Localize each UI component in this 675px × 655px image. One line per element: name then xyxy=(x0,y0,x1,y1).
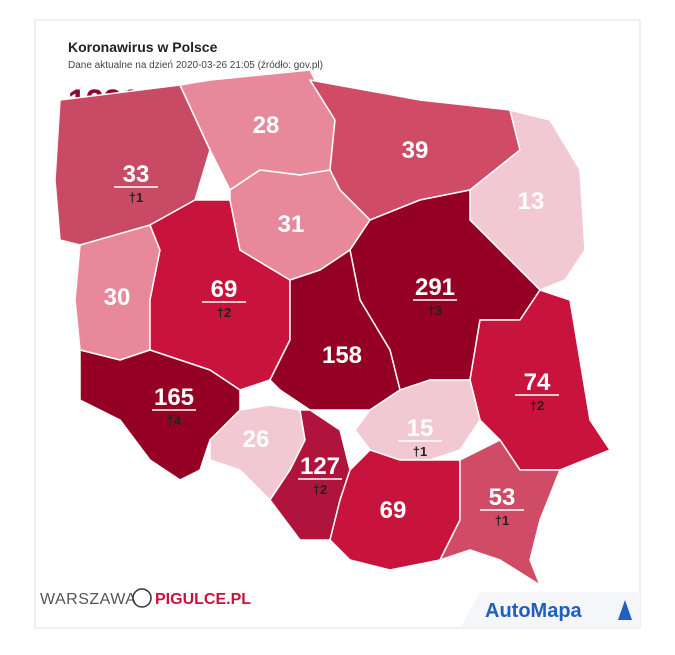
region-deaths: †2 xyxy=(530,398,544,413)
logo-icon xyxy=(132,588,152,608)
region-cases: 33 xyxy=(123,161,150,188)
region-cases: 69 xyxy=(380,497,407,524)
region-deaths: †2 xyxy=(313,482,327,497)
region-cases: 15 xyxy=(407,415,434,442)
logo-icon xyxy=(618,600,632,620)
logo-left: WARSZAWA PIGULCE.PL xyxy=(40,588,251,608)
region-cases: 165 xyxy=(154,384,194,411)
region-cases: 39 xyxy=(402,137,429,164)
region-cases: 26 xyxy=(243,426,270,453)
region-cases: 28 xyxy=(253,112,280,139)
region-deaths: †1 xyxy=(495,513,509,528)
region-cases: 74 xyxy=(524,369,551,396)
region-cases: 30 xyxy=(104,284,131,311)
region-deaths: †3 xyxy=(428,303,442,318)
logo-right: AutoMapa xyxy=(460,592,640,628)
region xyxy=(354,379,481,461)
title: Koronawirus w Polsce xyxy=(68,39,218,55)
region xyxy=(439,439,561,586)
region-cases: 158 xyxy=(322,342,362,369)
region-cases: 53 xyxy=(489,484,516,511)
region-cases: 31 xyxy=(278,211,305,238)
region-deaths: †1 xyxy=(413,444,427,459)
logo-text: PIGULCE.PL xyxy=(155,591,251,608)
region-deaths: †4 xyxy=(167,413,182,428)
region-cases: 13 xyxy=(518,188,545,215)
map xyxy=(54,69,611,586)
subtitle: Dane aktualne na dzień 2020-03-26 21:05 … xyxy=(68,60,323,71)
region-deaths: †1 xyxy=(129,190,143,205)
region-cases: 69 xyxy=(211,276,238,303)
region-deaths: †2 xyxy=(217,305,231,320)
logo-bg xyxy=(460,592,640,628)
region-cases: 291 xyxy=(415,274,455,301)
region-cases: 127 xyxy=(300,453,340,480)
logo-text: AutoMapa xyxy=(485,600,583,622)
logo-text: WARSZAWA xyxy=(40,591,136,608)
